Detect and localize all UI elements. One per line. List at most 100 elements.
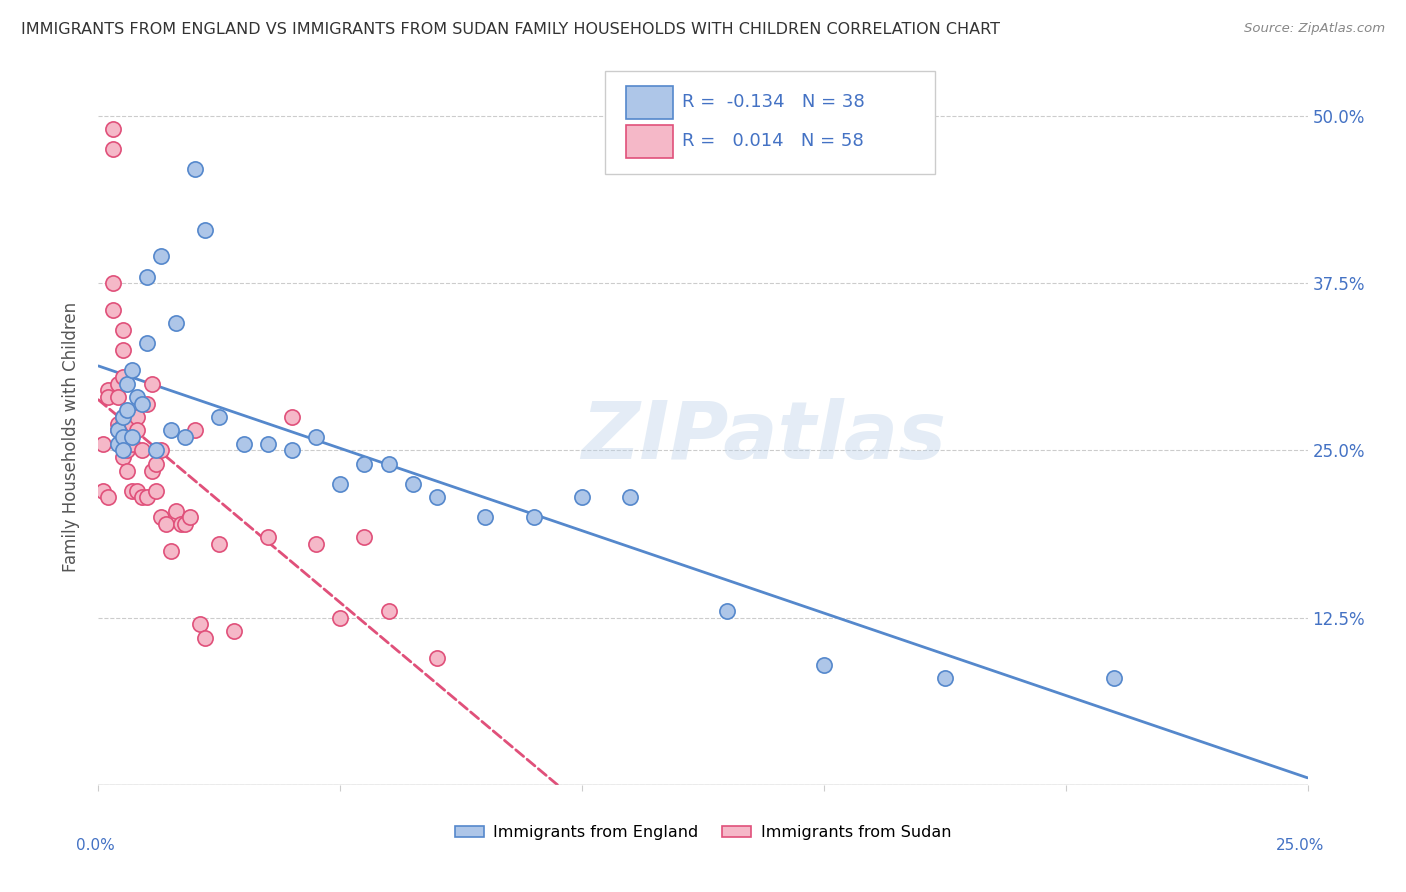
Point (208, 537, 231, 551)
Point (111, 450, 134, 464)
Point (523, 510, 546, 524)
Point (1102, 671, 1125, 685)
Point (111, 369, 134, 384)
Point (91, 483, 114, 498)
Point (145, 443, 167, 458)
Point (107, 390, 129, 404)
Point (101, 303, 124, 318)
Point (160, 424, 183, 438)
Point (107, 424, 129, 438)
Point (131, 396, 153, 410)
Point (184, 424, 207, 438)
Point (117, 443, 139, 458)
Point (150, 250, 173, 264)
Point (169, 516, 191, 531)
Point (329, 611, 352, 625)
Text: IMMIGRANTS FROM ENGLAND VS IMMIGRANTS FROM SUDAN FAMILY HOUSEHOLDS WITH CHILDREN: IMMIGRANTS FROM ENGLAND VS IMMIGRANTS FR… (21, 22, 1000, 37)
Point (121, 436, 143, 450)
Text: Source: ZipAtlas.com: Source: ZipAtlas.com (1244, 22, 1385, 36)
Point (232, 436, 254, 450)
Point (222, 624, 245, 639)
Point (329, 476, 352, 491)
Point (377, 457, 399, 471)
Point (474, 510, 496, 524)
Point (97, 490, 120, 504)
Point (305, 430, 328, 444)
Point (353, 530, 375, 544)
Point (121, 483, 143, 498)
Point (150, 443, 173, 458)
Point (141, 376, 163, 391)
Point (174, 516, 197, 531)
Point (107, 417, 129, 431)
Point (934, 671, 956, 685)
Point (111, 417, 134, 431)
Point (131, 490, 153, 504)
Point (571, 490, 593, 504)
Point (377, 604, 399, 618)
Point (117, 376, 139, 391)
Text: R =   0.014   N = 58: R = 0.014 N = 58 (682, 132, 863, 150)
Point (160, 544, 183, 558)
Point (135, 396, 157, 410)
Point (135, 336, 157, 351)
Point (117, 417, 139, 431)
Point (127, 410, 149, 425)
Point (194, 223, 217, 237)
Point (256, 436, 278, 450)
Point (174, 430, 197, 444)
Point (155, 516, 177, 531)
Point (184, 162, 207, 177)
Point (145, 457, 167, 471)
Text: ZIPatlas: ZIPatlas (581, 398, 946, 476)
Point (107, 424, 129, 438)
Point (619, 490, 641, 504)
Point (135, 490, 157, 504)
Point (256, 530, 278, 544)
Point (111, 410, 134, 425)
Point (121, 417, 143, 431)
Point (131, 443, 153, 458)
Point (111, 323, 134, 337)
Point (145, 483, 167, 498)
Point (716, 604, 738, 618)
Point (107, 436, 129, 450)
Point (194, 631, 217, 645)
Point (117, 410, 139, 425)
Point (165, 503, 187, 517)
Point (135, 269, 157, 284)
Point (305, 537, 328, 551)
Point (353, 457, 375, 471)
Point (179, 510, 201, 524)
Legend: Immigrants from England, Immigrants from Sudan: Immigrants from England, Immigrants from… (449, 819, 957, 847)
Point (101, 143, 124, 157)
Point (165, 317, 187, 331)
Y-axis label: Family Households with Children: Family Households with Children (62, 302, 80, 572)
Point (127, 390, 149, 404)
Point (402, 476, 425, 491)
Point (111, 343, 134, 358)
Point (111, 410, 134, 425)
Point (188, 617, 211, 632)
Point (426, 651, 449, 665)
Point (101, 277, 124, 291)
Point (281, 410, 304, 425)
Point (281, 443, 304, 458)
Point (813, 657, 835, 672)
Point (111, 443, 134, 458)
Point (117, 403, 139, 417)
Point (150, 510, 173, 524)
Text: R =  -0.134   N = 38: R = -0.134 N = 38 (682, 93, 865, 111)
Point (127, 483, 149, 498)
Point (121, 363, 143, 377)
Point (117, 464, 139, 478)
Text: 25.0%: 25.0% (1277, 838, 1324, 854)
Point (121, 430, 143, 444)
Point (208, 410, 231, 425)
Point (107, 376, 129, 391)
Point (111, 430, 134, 444)
Point (127, 424, 149, 438)
Point (101, 122, 124, 136)
Point (426, 490, 449, 504)
Point (97, 390, 120, 404)
